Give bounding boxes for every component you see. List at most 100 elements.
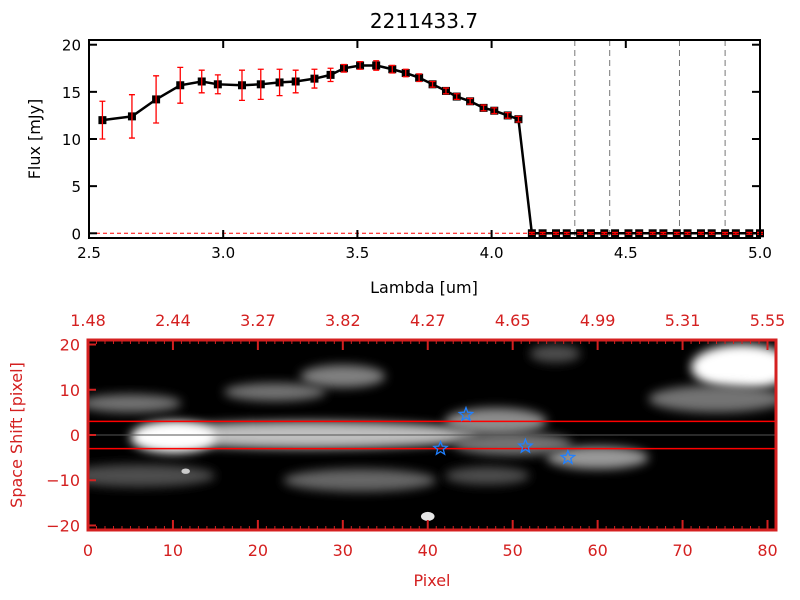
top-tick-label: 3.82	[325, 311, 361, 330]
error-bar	[660, 231, 667, 235]
star-marker	[559, 448, 577, 465]
error-bar	[587, 231, 594, 235]
image-blob	[88, 394, 182, 413]
x-tick-label: 3.0	[211, 244, 235, 262]
error-bar	[292, 69, 299, 94]
error-bar	[491, 107, 498, 115]
error-bar	[722, 231, 729, 235]
top-tick-label: 5.31	[665, 311, 701, 330]
error-bar	[684, 231, 691, 235]
error-bar	[177, 66, 184, 104]
error-bar	[442, 87, 449, 95]
error-bar	[515, 115, 522, 123]
error-bar	[649, 231, 656, 235]
error-bar	[198, 69, 205, 94]
top-tick-label: 4.65	[495, 311, 531, 330]
star-marker	[457, 405, 475, 422]
x-tick-label: 60	[587, 541, 607, 560]
error-bar	[416, 73, 423, 83]
x-tick-label: 3.5	[345, 244, 369, 262]
error-bar	[276, 68, 283, 97]
error-bar	[563, 231, 570, 235]
top-tick-label: 5.55	[750, 311, 786, 330]
x-tick-label: 4.0	[480, 244, 504, 262]
x-tick-label: 4.5	[614, 244, 638, 262]
error-bar	[311, 68, 318, 89]
error-bar	[340, 63, 347, 73]
error-bar	[601, 231, 608, 235]
error-bar	[357, 61, 364, 70]
y-tick-label: 15	[62, 84, 81, 102]
error-bar	[746, 231, 753, 235]
x-tick-label: 10	[163, 541, 183, 560]
y-tick-label: −20	[46, 516, 80, 535]
image-blob	[444, 466, 530, 485]
error-bar	[708, 231, 715, 235]
image-blob	[181, 468, 190, 474]
y-tick-label: 0	[71, 225, 81, 243]
error-bar	[636, 231, 643, 235]
y-tick-label: 0	[70, 426, 80, 445]
error-bar	[467, 97, 474, 105]
x-tick-label: 50	[503, 541, 523, 560]
star-marker	[517, 437, 534, 454]
top-tick-label: 4.99	[580, 311, 616, 330]
image-blob	[420, 511, 435, 521]
plot-frame-top	[88, 39, 761, 239]
top-tick-label: 1.48	[70, 311, 106, 330]
error-bar	[697, 231, 704, 235]
y-tick-label: −10	[46, 471, 80, 490]
y-tick-label: 20	[62, 37, 81, 55]
error-bar	[539, 231, 546, 235]
image-blob	[648, 385, 776, 413]
x-tick-label: 80	[757, 541, 777, 560]
x-axis-label-top: Lambda [um]	[370, 278, 478, 297]
error-bar	[327, 67, 334, 83]
chart-title: 2211433.7	[370, 9, 478, 33]
error-bar	[257, 68, 264, 101]
error-bar	[673, 231, 680, 235]
image-blob	[88, 464, 216, 488]
x-tick-label: 5.0	[748, 244, 772, 262]
error-bar	[389, 64, 396, 74]
spectrum-image	[88, 344, 776, 521]
error-bar	[577, 231, 584, 235]
y-tick-label: 5	[71, 178, 81, 196]
error-bar	[480, 104, 487, 112]
error-bar	[732, 231, 739, 235]
image-blob	[283, 468, 437, 492]
error-bar	[625, 231, 632, 235]
x-axis-label-bottom: Pixel	[413, 571, 450, 590]
star-marker	[432, 439, 449, 456]
x-tick-label: 2.5	[77, 244, 101, 262]
error-bar	[453, 93, 460, 101]
image-blob	[691, 344, 776, 390]
error-bar	[612, 231, 619, 235]
flux-line	[102, 64, 760, 235]
top-tick-label: 2.44	[155, 311, 191, 330]
error-bar	[238, 69, 245, 101]
error-bar	[153, 75, 160, 124]
top-tick-label: 4.27	[410, 311, 446, 330]
y-axis-label-top: Flux [mJy]	[25, 99, 44, 180]
error-bar	[429, 80, 436, 88]
y-tick-label: 10	[60, 381, 80, 400]
plot-frame-bottom	[86, 338, 778, 532]
x-tick-label: 20	[248, 541, 268, 560]
error-bar	[528, 231, 535, 235]
error-bar	[214, 74, 221, 95]
error-bar	[128, 94, 135, 139]
x-tick-label: 0	[83, 541, 93, 560]
top-tick-label: 3.27	[240, 311, 276, 330]
image-blob	[453, 432, 573, 456]
x-tick-label: 30	[333, 541, 353, 560]
image-blob	[529, 344, 581, 363]
image-blob	[223, 382, 326, 402]
y-tick-label: 10	[62, 131, 81, 149]
y-axis-label-bottom: Space Shift [pixel]	[7, 362, 26, 508]
error-bar	[99, 100, 106, 140]
image-blob	[130, 421, 216, 454]
x-tick-label: 40	[418, 541, 438, 560]
image-blob	[300, 364, 386, 388]
